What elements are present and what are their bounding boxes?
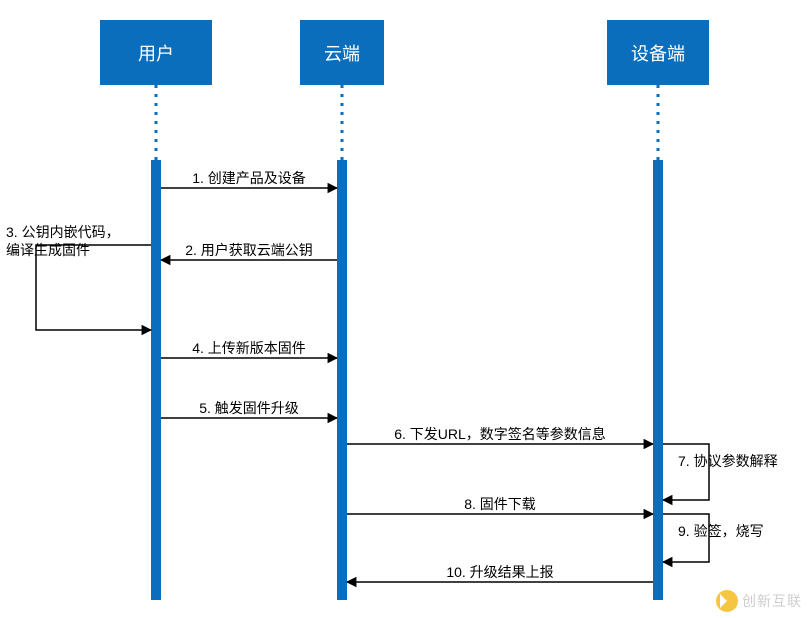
self-message-label-3: 3. 公钥内嵌代码，编译生成固件: [6, 223, 120, 259]
actor-label: 设备端: [631, 40, 685, 66]
message-label-1: 1. 创建产品及设备: [192, 168, 306, 188]
actor-user: 用户: [100, 20, 212, 85]
activation-cloud: [337, 160, 347, 600]
actor-label: 云端: [324, 40, 360, 66]
activation-device: [653, 160, 663, 600]
message-label-8: 8. 固件下载: [464, 494, 536, 514]
message-label-6: 6. 下发URL，数字签名等参数信息: [394, 424, 606, 444]
watermark: 创新互联: [716, 590, 802, 612]
self-message-label-7: 7. 协议参数解释: [678, 452, 778, 470]
self-message-label-9: 9. 验签，烧写: [678, 522, 764, 540]
activation-user: [151, 160, 161, 600]
actor-label: 用户: [138, 40, 174, 66]
self-message-label-line: 7. 协议参数解释: [678, 452, 778, 470]
actor-device: 设备端: [607, 20, 709, 85]
message-label-5: 5. 触发固件升级: [199, 398, 299, 418]
self-message-label-line: 9. 验签，烧写: [678, 522, 764, 540]
message-label-2: 2. 用户获取云端公钥: [185, 240, 313, 260]
play-icon: [716, 590, 738, 612]
self-message-label-line: 3. 公钥内嵌代码，: [6, 223, 120, 241]
actor-cloud: 云端: [300, 20, 384, 85]
self-message-label-line: 编译生成固件: [6, 241, 120, 259]
message-label-4: 4. 上传新版本固件: [192, 338, 306, 358]
watermark-text: 创新互联: [742, 591, 802, 611]
message-label-10: 10. 升级结果上报: [446, 562, 553, 582]
